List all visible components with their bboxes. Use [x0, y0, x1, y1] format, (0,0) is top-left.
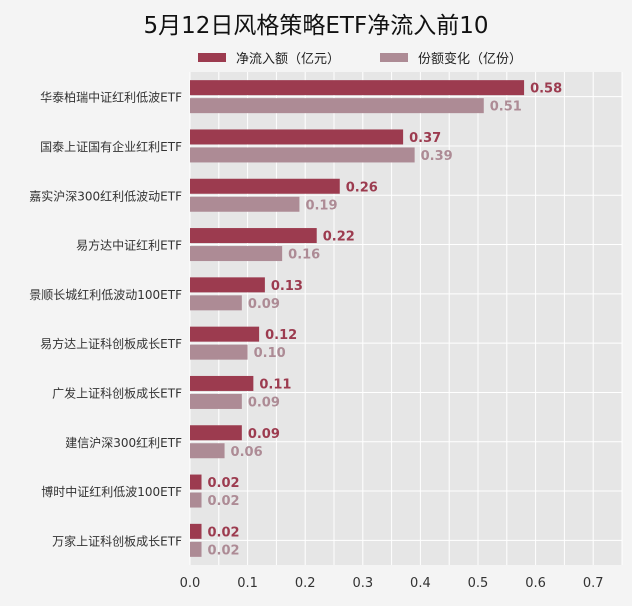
bar-share-change [190, 393, 242, 409]
bar-share-change [190, 492, 202, 508]
data-label-share-change: 0.02 [208, 543, 240, 558]
bar-share-change [190, 344, 248, 360]
y-tick-label: 景顺长城红利低波动100ETF [29, 287, 182, 302]
y-tick-label: 易方达上证科创板成长ETF [40, 336, 182, 351]
bar-net-inflow [190, 425, 242, 441]
y-tick-label: 华泰柏瑞中证红利低波ETF [40, 90, 182, 105]
bar-net-inflow [190, 326, 260, 342]
bar-share-change [190, 443, 225, 459]
data-label-share-change: 0.06 [231, 445, 263, 460]
data-label-net-inflow: 0.22 [323, 230, 355, 245]
data-label-net-inflow: 0.09 [248, 427, 280, 442]
legend-item-share-change: 份额变化（亿份） [380, 48, 522, 67]
y-tick-label: 博时中证红利低波100ETF [41, 484, 182, 499]
legend-label-net-inflow: 净流入额（亿元） [236, 52, 341, 67]
data-label-net-inflow: 0.37 [409, 131, 441, 146]
data-label-net-inflow: 0.58 [530, 82, 562, 97]
data-label-net-inflow: 0.12 [265, 328, 297, 343]
x-tick-label: 0.4 [410, 576, 431, 591]
x-tick-label: 0.2 [295, 576, 316, 591]
bar-net-inflow [190, 129, 404, 145]
data-label-share-change: 0.19 [305, 198, 337, 213]
bar-net-inflow [190, 80, 525, 96]
legend-item-net-inflow: 净流入额（亿元） [198, 48, 340, 67]
data-label-share-change: 0.02 [208, 494, 240, 509]
x-tick-label: 0.7 [583, 576, 604, 591]
bar-share-change [190, 295, 242, 311]
x-tick-label: 0.6 [525, 576, 546, 591]
x-tick-label: 0.3 [352, 576, 373, 591]
bar-net-inflow [190, 178, 340, 194]
bar-net-inflow [190, 523, 202, 539]
y-tick-label: 万家上证科创板成长ETF [52, 533, 182, 548]
x-tick-label: 0.1 [237, 576, 258, 591]
chart-title: 5月12日风格策略ETF净流入前10 [143, 13, 489, 39]
legend-swatch-net-inflow [198, 53, 226, 62]
bar-share-change [190, 246, 283, 262]
data-label-net-inflow: 0.13 [271, 279, 303, 294]
bar-share-change [190, 147, 415, 163]
data-label-share-change: 0.39 [421, 149, 453, 164]
x-tick-label: 0.5 [468, 576, 489, 591]
data-label-share-change: 0.10 [254, 346, 286, 361]
data-label-share-change: 0.09 [248, 395, 280, 410]
data-label-net-inflow: 0.26 [346, 180, 378, 195]
y-tick-label: 建信沪深300红利ETF [65, 435, 182, 450]
bar-share-change [190, 541, 202, 557]
bar-net-inflow [190, 375, 254, 391]
bar-share-change [190, 196, 300, 212]
y-tick-label: 广发上证科创板成长ETF [52, 385, 182, 400]
data-label-net-inflow: 0.02 [208, 525, 240, 540]
bar-net-inflow [190, 474, 202, 490]
y-tick-label: 易方达中证红利ETF [76, 238, 182, 253]
data-label-share-change: 0.51 [490, 100, 522, 115]
bar-net-inflow [190, 228, 317, 244]
bar-share-change [190, 98, 484, 114]
legend-swatch-share-change [380, 53, 409, 62]
legend-label-share-change: 份额变化（亿份） [418, 52, 523, 67]
data-label-net-inflow: 0.02 [208, 476, 240, 491]
data-label-share-change: 0.16 [288, 248, 320, 263]
chart-legend: 净流入额（亿元） 份额变化（亿份） [198, 48, 562, 67]
y-tick-label: 国泰上证国有企业红利ETF [40, 139, 182, 154]
x-tick-label: 0.0 [180, 576, 201, 591]
data-label-net-inflow: 0.11 [259, 377, 291, 392]
data-label-share-change: 0.09 [248, 297, 280, 312]
y-tick-label: 嘉实沪深300红利低波动ETF [29, 188, 182, 203]
bar-net-inflow [190, 277, 265, 293]
